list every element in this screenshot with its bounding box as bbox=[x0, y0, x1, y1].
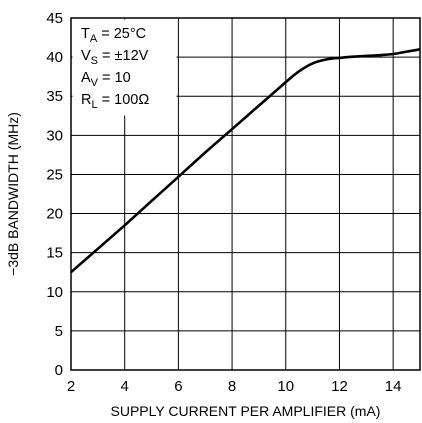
x-tick-labels: 2 4 6 8 10 12 14 bbox=[67, 378, 402, 395]
x-tick-label: 6 bbox=[174, 378, 182, 395]
y-tick-label: 20 bbox=[46, 206, 63, 223]
condition-line: TA = 25°C bbox=[81, 26, 146, 45]
bandwidth-curve bbox=[70, 48, 421, 274]
plot-frame bbox=[70, 17, 421, 371]
y-tick-label: 5 bbox=[55, 323, 63, 340]
y-tick-label: 15 bbox=[46, 245, 63, 262]
x-tick-label: 8 bbox=[228, 378, 236, 395]
condition-line: AV = 10 bbox=[81, 70, 131, 89]
condition-line: VS = ±12V bbox=[81, 48, 149, 67]
y-tick-label: 25 bbox=[46, 166, 63, 183]
test-conditions: TA = 25°C VS = ±12V AV = 10 RL = 100Ω bbox=[81, 26, 149, 111]
y-tick-label: 35 bbox=[46, 88, 63, 105]
condition-line: RL = 100Ω bbox=[81, 92, 149, 111]
x-tick-label: 14 bbox=[385, 378, 402, 395]
y-tick-label: 30 bbox=[46, 127, 63, 144]
x-tick-label: 12 bbox=[331, 378, 348, 395]
x-tick-label: 2 bbox=[67, 378, 75, 395]
y-tick-label: 0 bbox=[55, 362, 63, 379]
y-tick-label: 45 bbox=[46, 10, 63, 27]
x-axis-label: SUPPLY CURRENT PER AMPLIFIER (mA) bbox=[111, 403, 381, 419]
y-tick-label: 10 bbox=[46, 284, 63, 301]
y-axis-label: −3dB BANDWIDTH (MHz) bbox=[5, 112, 21, 276]
y-tick-label: 40 bbox=[46, 49, 63, 66]
conditions-box-background bbox=[72, 19, 177, 116]
x-tick-label: 4 bbox=[121, 378, 129, 395]
y-tick-labels: 0 5 10 15 20 25 30 35 40 45 bbox=[46, 10, 63, 379]
x-tick-label: 10 bbox=[277, 378, 294, 395]
